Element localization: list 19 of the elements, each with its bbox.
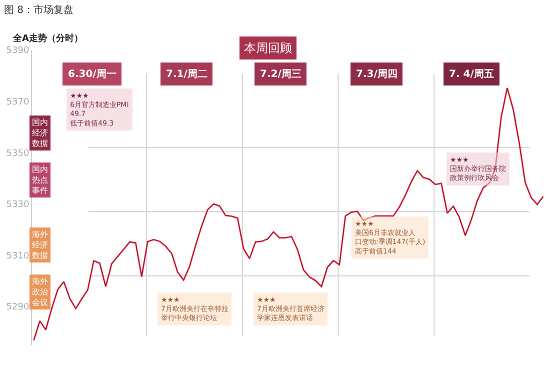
y-tick-label: 5290: [6, 302, 30, 313]
annotation: 海外经济数据: [32, 230, 48, 260]
y-tick-label: 5370: [6, 97, 30, 108]
line-series: [33, 87, 544, 342]
annotation: 7.2/周三: [260, 68, 302, 80]
y-axis-title: 全A走势（分时）: [12, 33, 83, 44]
annotation: 海外政治会议: [32, 277, 48, 307]
y-tick-label: 5310: [6, 251, 30, 262]
annotation: 7.1/周二: [166, 68, 208, 80]
annotation: 国内经济数据: [32, 118, 48, 148]
chart-title: 图 8：市场复盘: [4, 4, 74, 16]
chart-subtitle: 本周回顾: [244, 41, 292, 55]
annotation: 国内热点事件: [32, 165, 48, 195]
y-tick-label: 5350: [6, 148, 30, 159]
annotation: 6.30/周一: [68, 68, 116, 80]
annotation: 7.3/周四: [356, 68, 398, 80]
y-tick-label: 5330: [6, 200, 30, 210]
annotation: 7. 4/周五: [449, 68, 494, 80]
y-tick-label: 5390: [6, 46, 30, 56]
